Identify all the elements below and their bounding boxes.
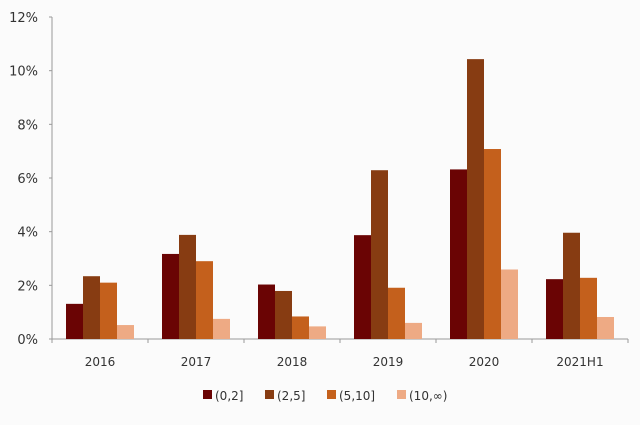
y-tick-label: 6%: [17, 172, 38, 187]
bar-2017-series-3: [196, 261, 213, 339]
bar-2016-series-3: [100, 282, 117, 339]
legend-label: (2,5]: [277, 389, 305, 403]
bar-2021H1-series-2: [563, 232, 580, 339]
y-tick-label: 10%: [9, 65, 38, 80]
x-tick-label: 2021H1: [556, 355, 603, 369]
bar-2020-series-2: [467, 59, 484, 340]
y-tick-label: 4%: [17, 226, 38, 241]
legend-swatch: [203, 390, 212, 399]
bar-2017-series-4: [213, 318, 230, 339]
bar-2018-series-4: [309, 326, 326, 339]
bar-2019-series-3: [388, 287, 405, 339]
legend-swatch: [397, 390, 406, 399]
legend-label: (5,10]: [339, 389, 375, 403]
legend-label: (10,∞): [409, 389, 447, 403]
y-tick-label: 8%: [17, 118, 38, 133]
bar-2018-series-3: [292, 316, 309, 339]
x-tick-label: 2018: [277, 355, 308, 369]
bar-2021H1-series-4: [597, 316, 614, 339]
bar-2019-series-2: [371, 170, 388, 339]
bar-2017-series-2: [179, 234, 196, 339]
x-tick-label: 2020: [469, 355, 500, 369]
bar-2016-series-4: [117, 325, 134, 339]
legend-swatch: [327, 390, 336, 399]
bar-2019-series-1: [354, 235, 371, 339]
bar-2019-series-4: [405, 322, 422, 339]
bar-2020-series-1: [450, 169, 467, 339]
bar-2020-series-4: [501, 269, 518, 339]
bar-2020-series-3: [484, 149, 501, 339]
x-tick-label: 2019: [373, 355, 404, 369]
bar-2018-series-2: [275, 290, 292, 339]
bar-2021H1-series-1: [546, 279, 563, 339]
legend-swatch: [265, 390, 274, 399]
y-tick-label: 2%: [17, 279, 38, 294]
bar-2017-series-1: [162, 253, 179, 339]
bar-2016-series-2: [83, 276, 100, 339]
bar-2021H1-series-3: [580, 277, 597, 339]
bar-2018-series-1: [258, 284, 275, 339]
bar-2016-series-1: [66, 303, 83, 339]
x-tick-label: 2016: [85, 355, 116, 369]
legend-label: (0,2]: [215, 389, 243, 403]
x-tick-label: 2017: [181, 355, 212, 369]
y-tick-label: 0%: [17, 333, 38, 348]
y-tick-label: 12%: [9, 11, 38, 26]
